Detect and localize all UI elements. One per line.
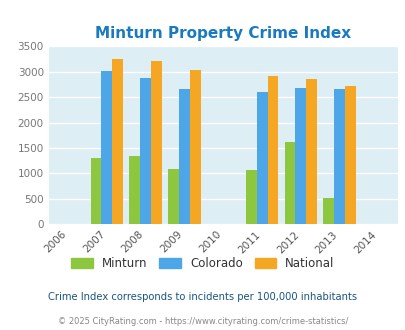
- Legend: Minturn, Colorado, National: Minturn, Colorado, National: [68, 253, 337, 274]
- Bar: [190, 70, 200, 224]
- Bar: [323, 198, 333, 224]
- Bar: [267, 76, 278, 224]
- Bar: [140, 78, 151, 224]
- Bar: [344, 86, 355, 224]
- Bar: [90, 158, 101, 224]
- Bar: [129, 156, 140, 224]
- Bar: [101, 71, 112, 224]
- Bar: [245, 170, 256, 224]
- Text: Crime Index corresponds to incidents per 100,000 inhabitants: Crime Index corresponds to incidents per…: [48, 292, 357, 302]
- Bar: [179, 89, 190, 224]
- Bar: [168, 169, 179, 224]
- Title: Minturn Property Crime Index: Minturn Property Crime Index: [95, 26, 350, 41]
- Bar: [333, 89, 344, 224]
- Bar: [284, 142, 295, 224]
- Text: © 2025 CityRating.com - https://www.cityrating.com/crime-statistics/: © 2025 CityRating.com - https://www.city…: [58, 317, 347, 326]
- Bar: [151, 61, 162, 224]
- Bar: [256, 91, 267, 224]
- Bar: [112, 59, 123, 224]
- Bar: [295, 88, 305, 224]
- Bar: [305, 79, 316, 224]
